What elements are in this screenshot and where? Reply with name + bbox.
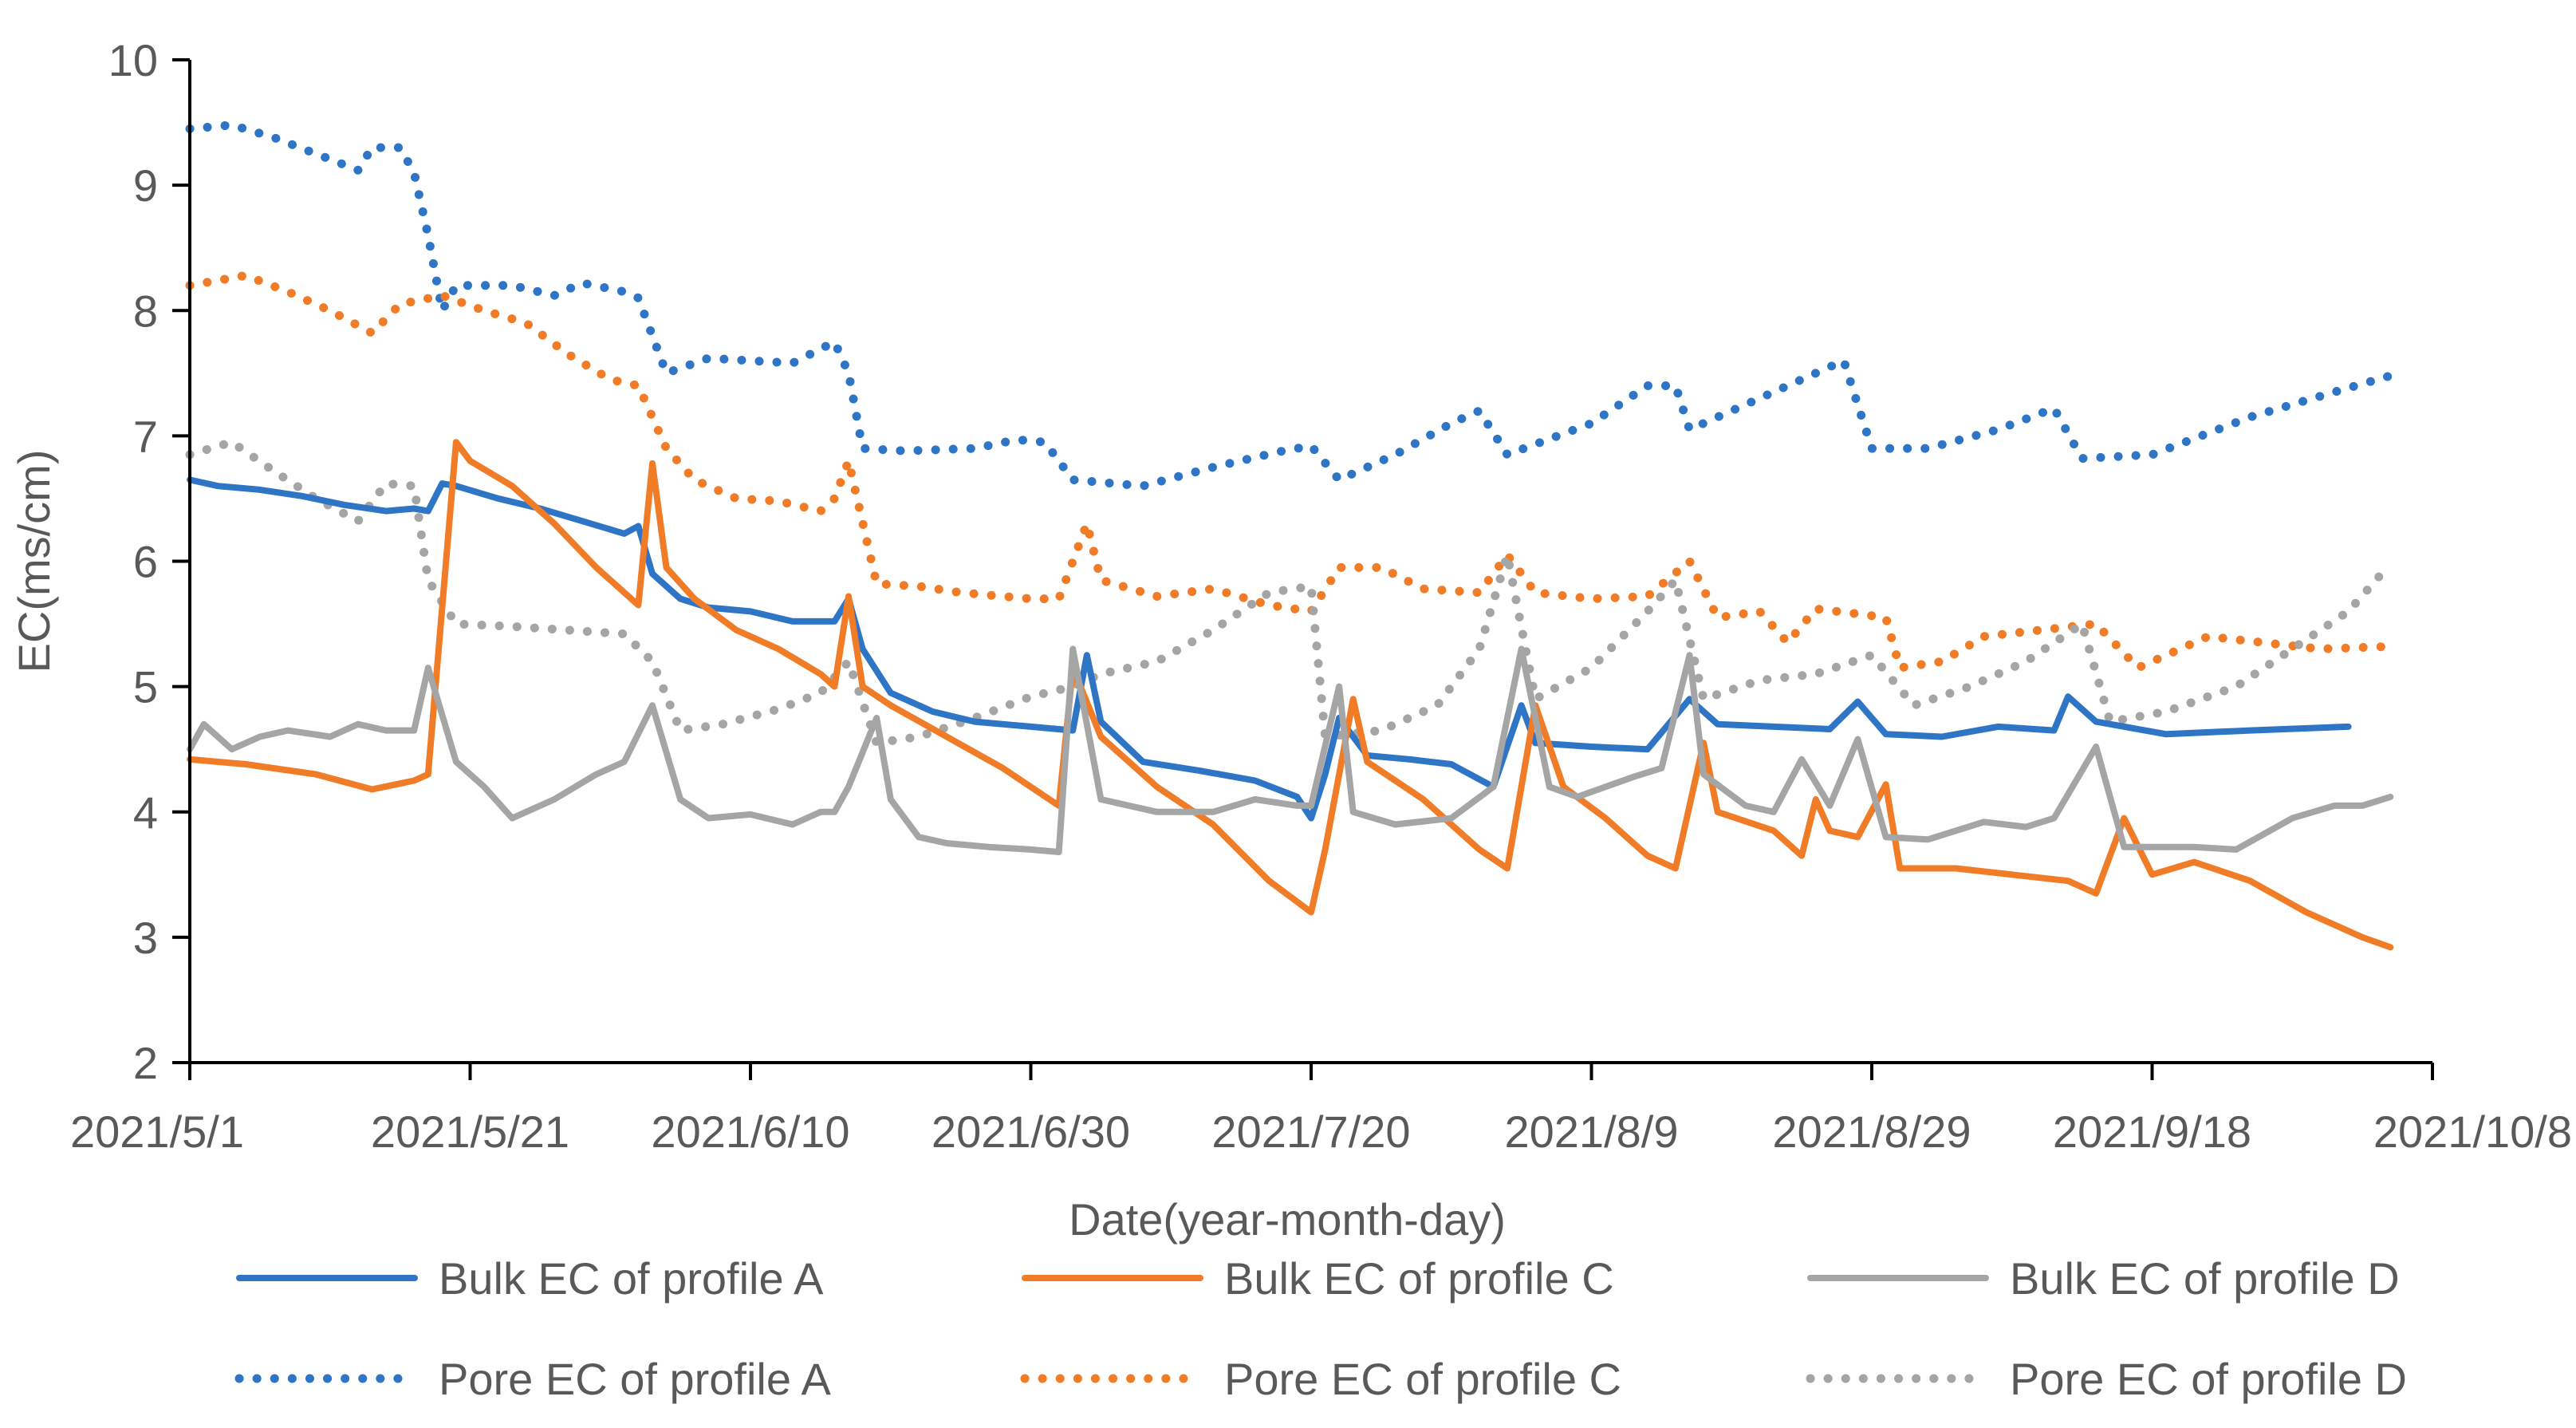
legend: Bulk EC of profile A Bulk EC of profile C… <box>234 1253 2407 1404</box>
legend-label: Bulk EC of profile D <box>2010 1253 2400 1304</box>
x-tick-label: 2021/8/29 <box>1772 1107 1971 1157</box>
x-axis-title: Date(year-month-day) <box>1069 1194 1506 1245</box>
series-line-2 <box>187 439 2394 951</box>
x-tick-label: 2021/5/21 <box>371 1107 569 1157</box>
x-tick-label: 2021/8/9 <box>1505 1107 1679 1157</box>
y-axis-ticks: 2 3 4 5 6 7 8 9 10 <box>108 35 190 1088</box>
legend-label: Pore EC of profile A <box>439 1354 831 1404</box>
y-tick-label: 10 <box>108 35 158 85</box>
legend-label: Bulk EC of profile A <box>439 1253 824 1304</box>
series-layer <box>185 120 2395 951</box>
y-tick-label: 3 <box>133 913 158 963</box>
x-tick-label: 2021/10/8 <box>2373 1107 2572 1157</box>
series-line-4 <box>185 120 2395 491</box>
y-tick-label: 7 <box>133 411 158 461</box>
x-tick-label: 2021/7/20 <box>1211 1107 1410 1157</box>
y-tick-label: 9 <box>133 160 158 211</box>
series-line-6 <box>185 437 2395 748</box>
legend-label: Pore EC of profile C <box>1224 1354 1621 1404</box>
y-tick-label: 4 <box>133 787 158 838</box>
series-line-1 <box>187 476 2352 822</box>
y-tick-label: 5 <box>133 662 158 712</box>
y-axis-title: EC(ms/cm) <box>9 450 59 673</box>
y-tick-label: 8 <box>133 286 158 336</box>
series-line-5 <box>185 270 2395 673</box>
y-tick-label: 2 <box>133 1038 158 1088</box>
series-line-3 <box>187 645 2394 855</box>
legend-label: Bulk EC of profile C <box>1224 1253 1614 1304</box>
x-tick-label: 2021/5/1 <box>70 1107 244 1157</box>
y-tick-label: 6 <box>133 537 158 587</box>
legend-label: Pore EC of profile D <box>2010 1354 2407 1404</box>
x-tick-label: 2021/9/18 <box>2053 1107 2251 1157</box>
x-tick-label: 2021/6/10 <box>651 1107 849 1157</box>
x-axis-ticks: 2021/5/1 2021/5/21 2021/6/10 2021/6/30 2021/… <box>70 1063 2572 1157</box>
x-tick-label: 2021/6/30 <box>932 1107 1130 1157</box>
